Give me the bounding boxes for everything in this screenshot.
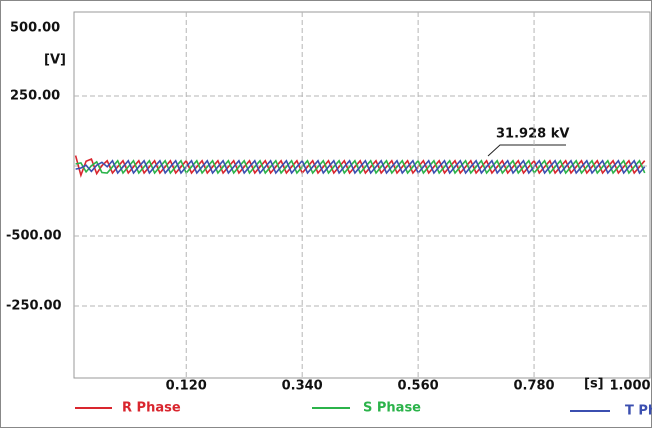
x-tick-label: 0.780 bbox=[513, 379, 554, 394]
x-tick-label: 0.120 bbox=[166, 379, 207, 394]
series-line bbox=[75, 159, 646, 175]
y-axis-label: 500.00 bbox=[10, 21, 60, 36]
x-tick-label: 0.340 bbox=[282, 379, 323, 394]
legend-label: T Phase bbox=[625, 404, 652, 419]
y-axis-label: [V] bbox=[44, 53, 66, 68]
annotation: 31.928 kV bbox=[496, 127, 569, 142]
y-axis-label: -500.00 bbox=[6, 229, 62, 244]
legend-label: S Phase bbox=[363, 401, 421, 416]
y-axis-label: -250.00 bbox=[6, 299, 62, 314]
series-line bbox=[74, 155, 646, 178]
y-axis-label: 250.00 bbox=[10, 89, 60, 104]
series-line bbox=[75, 159, 646, 175]
plot-area bbox=[73, 11, 651, 379]
x-unit: [s] bbox=[584, 377, 604, 392]
x-tick-label: 0.560 bbox=[398, 379, 439, 394]
x-tick-label: 1.000 bbox=[609, 379, 650, 394]
annotation-leader bbox=[487, 144, 566, 157]
series-group bbox=[74, 155, 646, 178]
legend-label: R Phase bbox=[122, 401, 181, 416]
